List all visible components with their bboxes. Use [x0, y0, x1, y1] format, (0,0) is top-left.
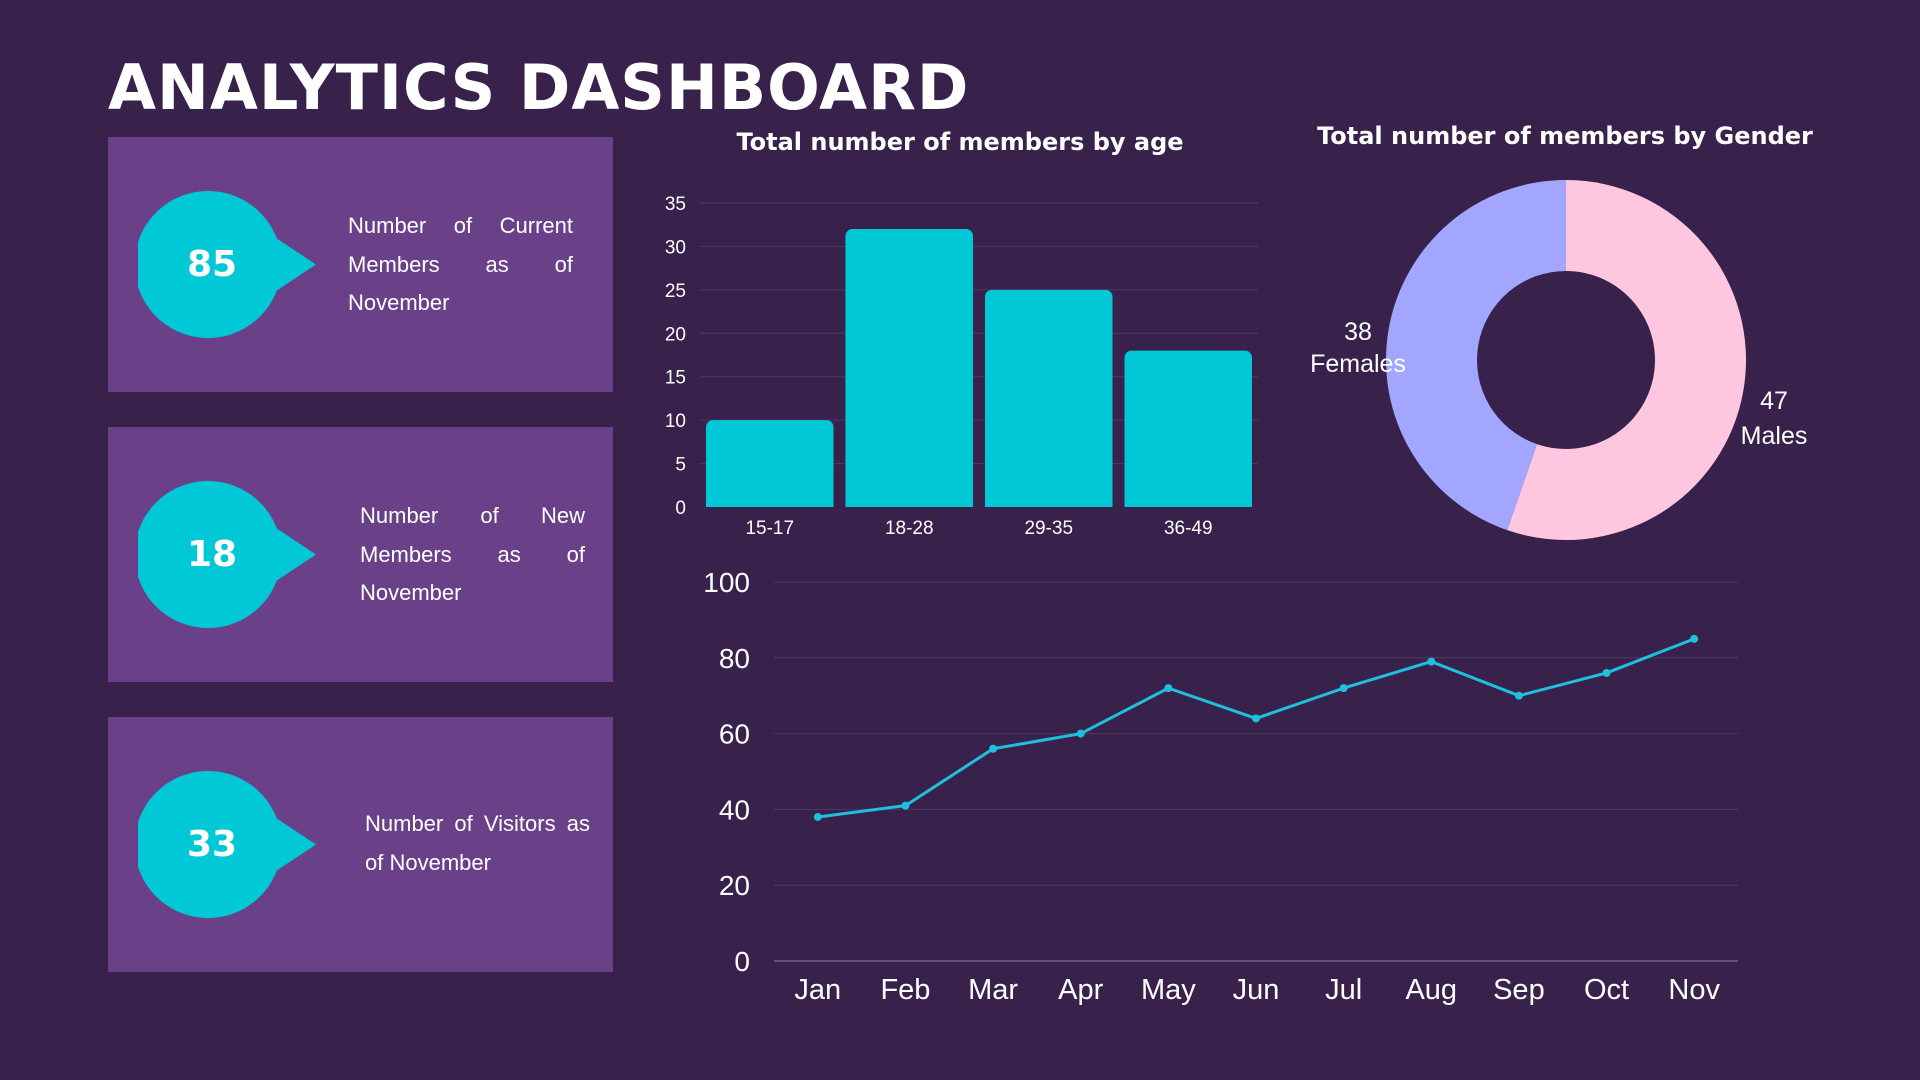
data-point — [1427, 657, 1436, 666]
y-tick-label: 30 — [665, 237, 686, 258]
bar-base — [1124, 499, 1252, 507]
series-line — [817, 637, 1695, 819]
gender-chart-title: Total number of members by Gender — [1317, 122, 1813, 150]
data-point — [1076, 729, 1085, 738]
y-tick-label: 80 — [719, 643, 750, 674]
kpi-label: Number of Visitors as of November — [365, 811, 590, 875]
x-tick-label: 36-49 — [1164, 518, 1213, 539]
x-tick-label: Nov — [1668, 974, 1720, 1006]
y-tick-label: 15 — [665, 368, 686, 389]
kpi-card-current-members: 85 Number of Current Members as of Novem… — [108, 137, 613, 392]
kpi-value: 33 — [186, 824, 238, 865]
kpi-card-visitors: 33 Number of Visitors as of November — [108, 717, 613, 972]
y-tick-label: 35 — [665, 194, 686, 215]
x-tick-label: May — [1141, 974, 1196, 1006]
y-tick-label: 100 — [703, 567, 750, 598]
bar — [1124, 350, 1252, 507]
data-point — [1339, 684, 1348, 693]
x-tick-label: Oct — [1584, 974, 1629, 1006]
data-point — [813, 812, 822, 821]
kpi-badge: 18 — [138, 481, 318, 628]
slice-value-label: 38 — [1344, 318, 1372, 346]
monthly-line-chart: 0 20 40 60 80 100 Jan Feb Mar Apr May Jun Jul Aug Sep O… — [703, 567, 1738, 1006]
slice-value-label: 47 — [1760, 387, 1788, 415]
y-tick-label: 20 — [665, 324, 686, 345]
teardrop-badge-icon — [138, 771, 316, 918]
teardrop-badge-icon — [138, 191, 316, 338]
bar-base — [845, 499, 973, 507]
gender-donut-chart: 47 Males 38 Females — [1310, 180, 1807, 540]
y-tick-label: 0 — [675, 498, 686, 519]
data-point — [1164, 684, 1173, 693]
kpi-badge: 85 — [138, 191, 318, 338]
data-point — [1690, 634, 1699, 643]
x-tick-label: Mar — [968, 974, 1018, 1006]
y-tick-label: 5 — [675, 455, 686, 476]
y-tick-label: 40 — [719, 794, 750, 825]
data-point — [1252, 714, 1260, 723]
x-tick-label: Jan — [794, 974, 841, 1006]
x-tick-label: Feb — [880, 974, 930, 1006]
data-point — [1514, 691, 1523, 700]
slice-name-label: Males — [1741, 422, 1808, 450]
data-point — [989, 744, 998, 753]
bar — [985, 289, 1113, 507]
bar-base — [985, 499, 1113, 507]
x-tick-label: Aug — [1405, 974, 1457, 1006]
bar-base — [706, 499, 834, 507]
age-bar-chart: 0 5 10 15 20 25 30 35 15-17 18-28 29-35 36-49 — [665, 194, 1258, 539]
teardrop-badge-icon — [138, 481, 316, 628]
kpi-label: Number of Current Members as of November — [348, 213, 573, 315]
data-point — [901, 801, 910, 810]
x-tick-label: Sep — [1493, 974, 1545, 1006]
page-title: ANALYTICS DASHBOARD — [108, 51, 970, 124]
kpi-value: 18 — [186, 534, 238, 575]
slice-name-label: Females — [1310, 350, 1406, 378]
x-tick-label: 15-17 — [745, 518, 794, 539]
kpi-value: 85 — [186, 244, 238, 285]
y-tick-label: 60 — [719, 719, 750, 750]
y-tick-label: 0 — [734, 946, 750, 977]
kpi-badge: 33 — [138, 771, 318, 918]
y-tick-label: 10 — [665, 411, 686, 432]
y-tick-label: 20 — [719, 870, 750, 901]
data-point — [1602, 668, 1611, 677]
x-tick-label: Jun — [1233, 974, 1280, 1006]
bar — [706, 420, 834, 507]
x-tick-label: 29-35 — [1024, 518, 1073, 539]
kpi-card-new-members: 18 Number of New Members as of November — [108, 427, 613, 682]
age-chart-title: Total number of members by age — [736, 128, 1184, 156]
x-tick-label: 18-28 — [885, 518, 934, 539]
kpi-label: Number of New Members as of November — [360, 503, 585, 605]
bar — [845, 229, 973, 508]
x-tick-label: Apr — [1058, 974, 1103, 1006]
donut-slice-males — [1507, 180, 1746, 540]
donut-slice-females — [1385, 180, 1566, 531]
x-tick-label: Jul — [1325, 974, 1362, 1006]
y-tick-label: 25 — [665, 281, 686, 302]
